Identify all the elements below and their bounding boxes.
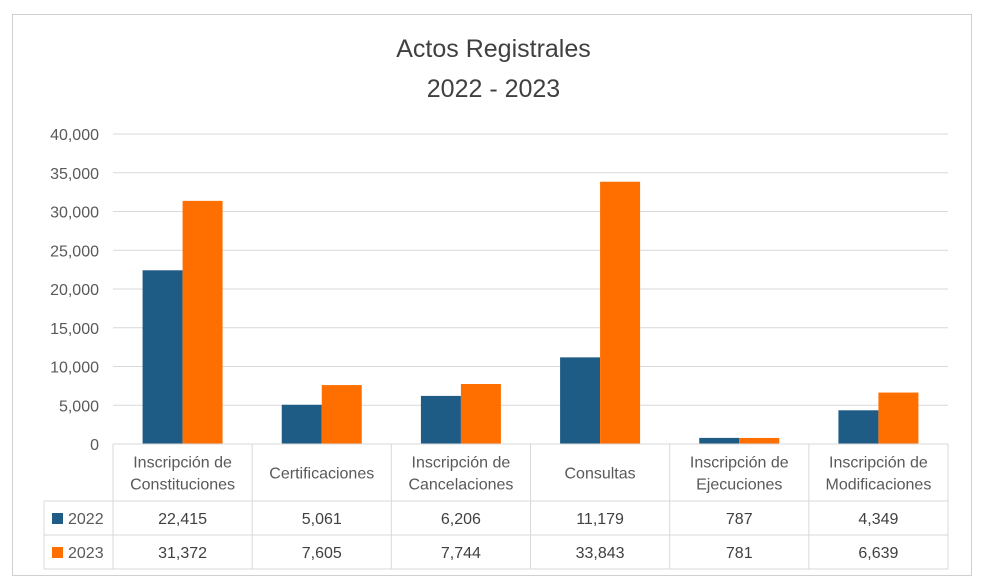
y-tick-label: 15,000 [50,321,99,338]
data-label: 5,061 [302,511,342,528]
bar-2023-5 [878,392,919,444]
y-tick-label: 20,000 [50,282,99,299]
data-label: 22,415 [158,511,207,528]
data-label: 787 [726,511,753,528]
x-category-label: Modificaciones [826,477,932,494]
bar-2022-1 [281,404,322,444]
y-tick-label: 35,000 [50,166,99,183]
x-category-label: Constituciones [130,477,235,494]
legend-label: 2022 [68,511,104,528]
bar-2022-5 [838,410,879,444]
bar-2023-0 [182,200,223,444]
y-tick-label: 5,000 [59,398,99,415]
data-label: 7,605 [302,545,342,562]
chart-title: Actos Registrales [396,35,591,63]
legend-key-2023 [52,547,63,558]
data-label: 11,179 [576,511,624,528]
data-label: 7,744 [441,545,481,562]
data-label: 6,206 [441,511,481,528]
x-category-label: Cancelaciones [408,477,513,494]
data-label: 31,372 [158,545,207,562]
x-category-label: Inscripción de [829,455,928,472]
bar-2022-3 [560,357,601,444]
data-label: 33,843 [576,545,625,562]
x-category-label: Inscripción de [133,455,232,472]
y-tick-label: 40,000 [50,127,99,144]
y-tick-label: 30,000 [50,205,99,222]
data-label: 781 [726,545,753,562]
bar-2023-2 [460,383,501,444]
x-category-label: Consultas [565,466,636,483]
x-category-label: Inscripción de [690,455,789,472]
y-tick-label: 0 [90,437,99,454]
legend-key-2022 [52,513,63,524]
chart-subtitle: 2022 - 2023 [426,75,561,103]
bar-2023-4 [739,437,780,444]
legend-label: 2023 [68,545,104,562]
bar-2023-1 [321,385,362,444]
bar-2022-4 [699,437,740,444]
data-label: 4,349 [858,511,898,528]
x-category-label: Certificaciones [269,466,374,483]
y-tick-label: 10,000 [50,360,99,377]
x-category-label: Ejecuciones [696,477,782,494]
x-category-label: Inscripción de [412,455,511,472]
y-tick-label: 25,000 [50,243,99,260]
data-label: 6,639 [858,545,898,562]
bar-2022-2 [420,395,461,444]
bar-2023-3 [600,181,641,445]
bar-2022-0 [142,270,183,444]
